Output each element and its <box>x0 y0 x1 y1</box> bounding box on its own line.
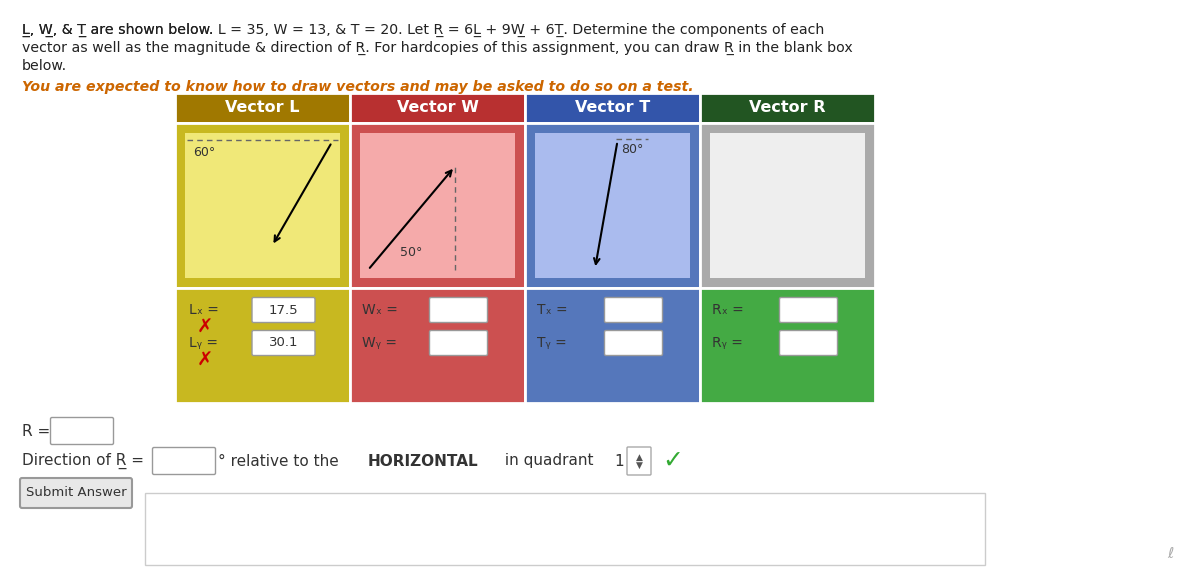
Bar <box>700 288 875 403</box>
Text: below.: below. <box>22 59 67 73</box>
Bar <box>535 133 690 278</box>
Bar <box>350 93 526 123</box>
Text: HORIZONTAL: HORIZONTAL <box>368 453 479 469</box>
Text: ° relative to the: ° relative to the <box>218 453 338 469</box>
Text: Wᵧ =: Wᵧ = <box>362 336 397 350</box>
Text: Rₓ =: Rₓ = <box>712 303 744 317</box>
Text: vector as well as the magnitude & direction of R̲. For hardcopies of this assign: vector as well as the magnitude & direct… <box>22 41 853 55</box>
Text: 1: 1 <box>614 453 624 469</box>
Text: 80°: 80° <box>622 143 644 156</box>
FancyBboxPatch shape <box>20 478 132 508</box>
Bar <box>350 123 526 288</box>
Text: L̲, W̲, & T̲ are shown below.: L̲, W̲, & T̲ are shown below. <box>22 23 218 37</box>
Text: Rᵧ =: Rᵧ = <box>712 336 743 350</box>
Bar <box>526 93 700 123</box>
FancyBboxPatch shape <box>605 297 662 323</box>
Text: in quadrant: in quadrant <box>500 453 594 469</box>
Text: 30.1: 30.1 <box>269 336 299 350</box>
Bar <box>526 288 700 403</box>
Text: Tₓ =: Tₓ = <box>538 303 568 317</box>
Bar <box>175 93 350 123</box>
Text: 50°: 50° <box>400 246 422 259</box>
Text: ▼: ▼ <box>636 461 642 469</box>
FancyBboxPatch shape <box>430 331 487 355</box>
FancyBboxPatch shape <box>252 297 314 323</box>
Text: ℓ: ℓ <box>1166 546 1174 561</box>
Bar <box>350 288 526 403</box>
FancyBboxPatch shape <box>780 297 838 323</box>
Text: ▲: ▲ <box>636 453 642 461</box>
Text: L̲, W̲, & T̲ are shown below. L = 35, W = 13, & T = 20. Let R̲ = 6L̲ + 9W̲ + 6T̲: L̲, W̲, & T̲ are shown below. L = 35, W … <box>22 23 824 37</box>
Text: Vector T: Vector T <box>575 100 650 116</box>
Text: ✗: ✗ <box>197 317 214 336</box>
Bar <box>700 93 875 123</box>
Text: Lₓ =: Lₓ = <box>190 303 218 317</box>
Text: Submit Answer: Submit Answer <box>25 486 126 500</box>
Text: Vector R: Vector R <box>749 100 826 116</box>
Bar <box>145 493 985 565</box>
Bar <box>175 123 350 288</box>
FancyBboxPatch shape <box>780 331 838 355</box>
Text: Vector L: Vector L <box>226 100 300 116</box>
Text: Lᵧ =: Lᵧ = <box>190 336 218 350</box>
Text: 17.5: 17.5 <box>269 304 299 316</box>
Bar <box>700 123 875 288</box>
Text: 60°: 60° <box>193 146 215 159</box>
Text: ✓: ✓ <box>662 449 683 473</box>
FancyBboxPatch shape <box>152 448 216 474</box>
FancyBboxPatch shape <box>252 331 314 355</box>
FancyBboxPatch shape <box>628 447 650 475</box>
Text: R =: R = <box>22 423 50 438</box>
Bar <box>526 123 700 288</box>
Text: ✗: ✗ <box>197 351 214 370</box>
Bar <box>175 288 350 403</box>
Bar <box>360 133 515 278</box>
Bar <box>185 133 340 278</box>
Text: Tᵧ =: Tᵧ = <box>538 336 566 350</box>
FancyBboxPatch shape <box>50 418 114 445</box>
FancyBboxPatch shape <box>605 331 662 355</box>
Bar <box>710 133 865 278</box>
Text: Direction of R̲ =: Direction of R̲ = <box>22 453 144 469</box>
Text: Wₓ =: Wₓ = <box>362 303 398 317</box>
Text: Vector W: Vector W <box>396 100 479 116</box>
Text: You are expected to know how to draw vectors and may be asked to do so on a test: You are expected to know how to draw vec… <box>22 80 694 94</box>
FancyBboxPatch shape <box>430 297 487 323</box>
